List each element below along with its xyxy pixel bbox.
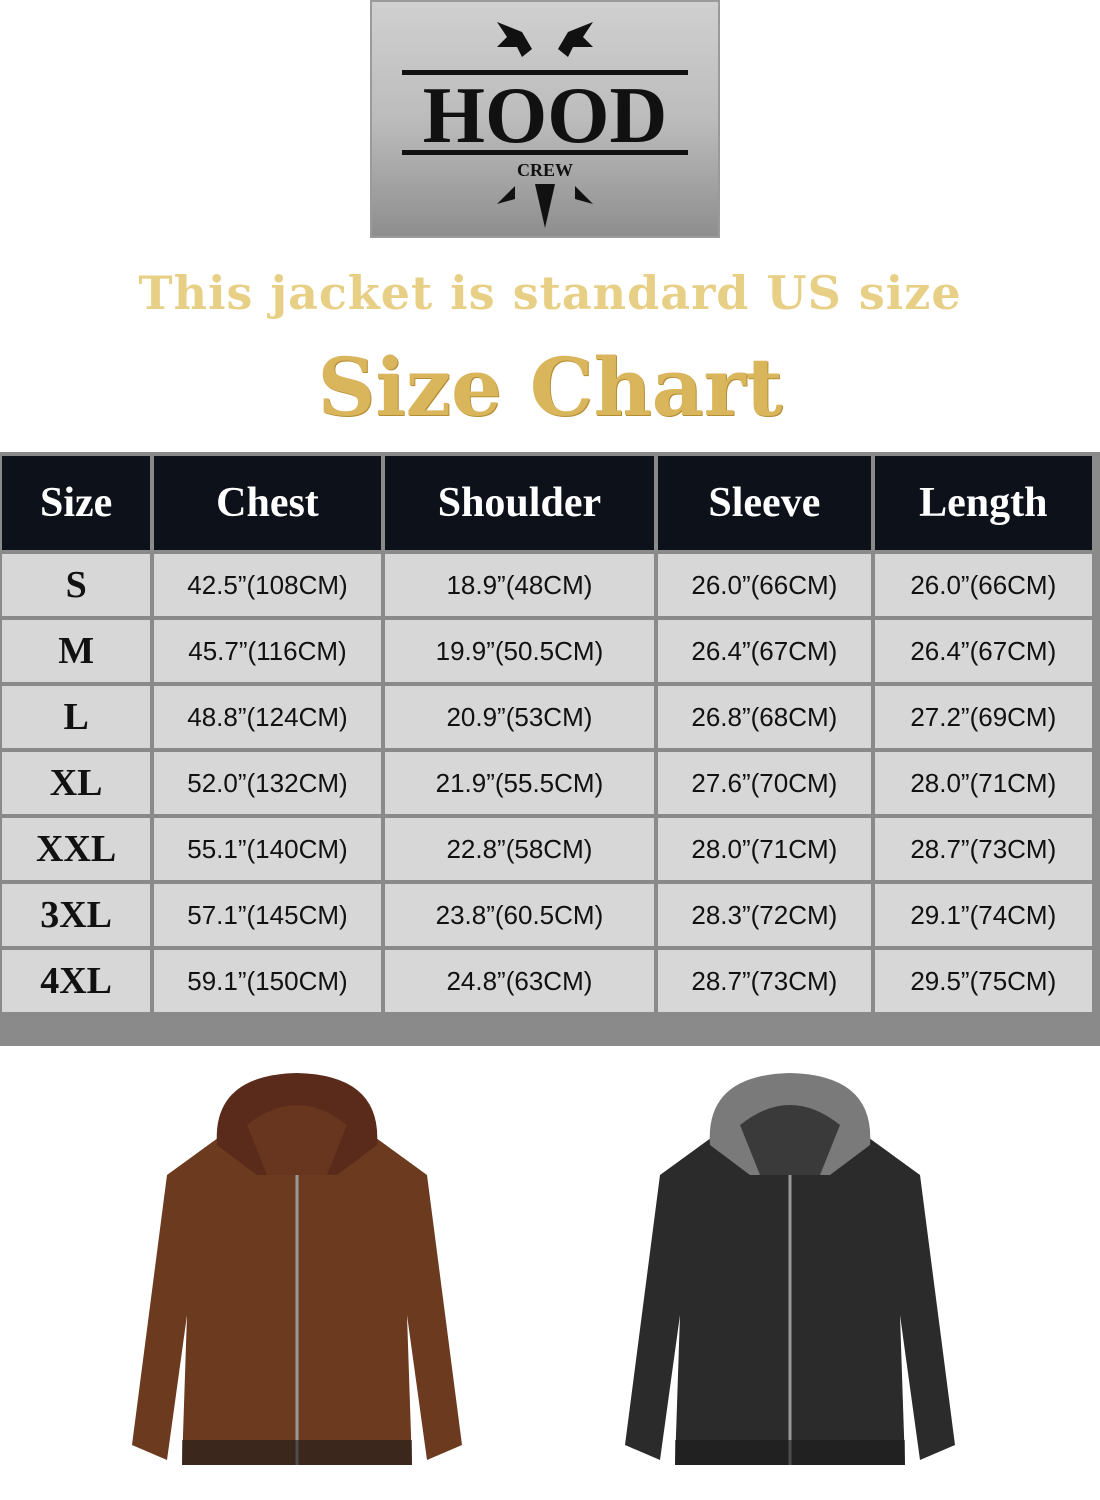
- measurement-cell: 26.8”(68CM): [658, 686, 871, 748]
- size-label: S: [2, 554, 151, 616]
- column-header-chest: Chest: [154, 456, 381, 550]
- measurement-cell: 23.8”(60.5CM): [384, 884, 655, 946]
- measurement-cell: 28.3”(72CM): [658, 884, 871, 946]
- table-row: XXL 55.1”(140CM) 22.8”(58CM) 28.0”(71CM) 28.…: [2, 818, 1092, 880]
- brand-logo: HOOD CREW: [370, 0, 720, 238]
- size-label: 4XL: [2, 950, 151, 1012]
- measurement-cell: 24.8”(63CM): [384, 950, 655, 1012]
- page-title: Size Chart: [317, 340, 783, 434]
- measurement-cell: 29.5”(75CM): [874, 950, 1092, 1012]
- measurement-cell: 28.0”(71CM): [874, 752, 1092, 814]
- measurement-cell: 20.9”(53CM): [384, 686, 655, 748]
- size-label: 3XL: [2, 884, 151, 946]
- measurement-cell: 19.9”(50.5CM): [384, 620, 655, 682]
- logo-subtext: CREW: [517, 160, 573, 180]
- measurement-cell: 48.8”(124CM): [154, 686, 381, 748]
- table-row: 3XL 57.1”(145CM) 23.8”(60.5CM) 28.3”(72CM) 2…: [2, 884, 1092, 946]
- tagline: This jacket is standard US size: [138, 266, 962, 320]
- measurement-cell: 29.1”(74CM): [874, 884, 1092, 946]
- eagle-icon: [497, 22, 593, 57]
- measurement-cell: 27.2”(69CM): [874, 686, 1092, 748]
- table-row: XL 52.0”(132CM) 21.9”(55.5CM) 27.6”(70CM) 28…: [2, 752, 1092, 814]
- measurement-cell: 26.0”(66CM): [874, 554, 1092, 616]
- table-row: S 42.5”(108CM) 18.9”(48CM) 26.0”(66CM) 26.0”…: [2, 554, 1092, 616]
- measurement-cell: 28.0”(71CM): [658, 818, 871, 880]
- measurement-cell: 55.1”(140CM): [154, 818, 381, 880]
- measurement-cell: 26.0”(66CM): [658, 554, 871, 616]
- product-images: [0, 1065, 1100, 1485]
- column-header-shoulder: Shoulder: [384, 456, 655, 550]
- measurement-cell: 42.5”(108CM): [154, 554, 381, 616]
- size-chart-table: Size Chest Shoulder Sleeve Length S 42.5”(108…: [0, 452, 1100, 1046]
- measurement-cell: 21.9”(55.5CM): [384, 752, 655, 814]
- size-label: XXL: [2, 818, 151, 880]
- size-label: L: [2, 686, 151, 748]
- size-label: XL: [2, 752, 151, 814]
- measurement-cell: 59.1”(150CM): [154, 950, 381, 1012]
- measurement-cell: 26.4”(67CM): [658, 620, 871, 682]
- measurement-cell: 18.9”(48CM): [384, 554, 655, 616]
- measurement-cell: 57.1”(145CM): [154, 884, 381, 946]
- table-row: 4XL 59.1”(150CM) 24.8”(63CM) 28.7”(73CM) 29.…: [2, 950, 1092, 1012]
- column-header-sleeve: Sleeve: [658, 456, 871, 550]
- jacket-black: [625, 1073, 955, 1465]
- table-row: L 48.8”(124CM) 20.9”(53CM) 26.8”(68CM) 27.2”…: [2, 686, 1092, 748]
- logo-text: HOOD: [423, 72, 667, 160]
- measurement-cell: 52.0”(132CM): [154, 752, 381, 814]
- jacket-brown: [132, 1073, 462, 1465]
- column-header-length: Length: [874, 456, 1092, 550]
- table-header-row: Size Chest Shoulder Sleeve Length: [2, 456, 1092, 550]
- measurement-cell: 22.8”(58CM): [384, 818, 655, 880]
- measurement-cell: 28.7”(73CM): [874, 818, 1092, 880]
- table-row: M 45.7”(116CM) 19.9”(50.5CM) 26.4”(67CM) 26.…: [2, 620, 1092, 682]
- size-label: M: [2, 620, 151, 682]
- measurement-cell: 27.6”(70CM): [658, 752, 871, 814]
- column-header-size: Size: [2, 456, 151, 550]
- measurement-cell: 26.4”(67CM): [874, 620, 1092, 682]
- measurement-cell: 28.7”(73CM): [658, 950, 871, 1012]
- measurement-cell: 45.7”(116CM): [154, 620, 381, 682]
